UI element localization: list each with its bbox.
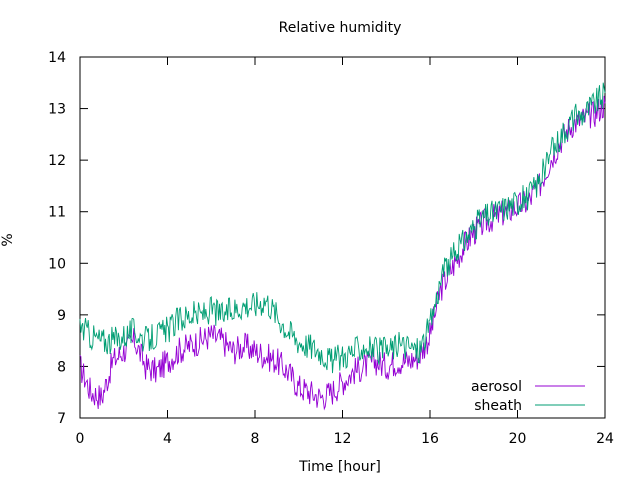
legend: aerosol sheath xyxy=(471,379,585,414)
x-tick-label: 20 xyxy=(509,431,527,447)
x-tick-label: 0 xyxy=(76,431,85,447)
x-tick-label: 8 xyxy=(251,431,260,447)
y-tick-label: 14 xyxy=(48,50,66,66)
x-axis-label: Time [hour] xyxy=(298,459,381,475)
chart-title: Relative humidity xyxy=(279,20,402,36)
x-tick-label: 12 xyxy=(334,431,352,447)
y-tick-label: 11 xyxy=(48,205,66,221)
y-tick-label: 10 xyxy=(48,256,66,272)
y-tick-label: 13 xyxy=(48,102,66,118)
y-tick-label: 12 xyxy=(48,153,66,169)
series-line-aerosol xyxy=(79,95,606,411)
x-tick-label: 16 xyxy=(421,431,439,447)
y-axis-label: % xyxy=(0,233,16,246)
x-tick-label: 4 xyxy=(163,431,172,447)
y-tick-label: 7 xyxy=(57,411,66,427)
y-tick-label: 9 xyxy=(57,308,66,324)
series-group xyxy=(79,82,606,411)
legend-label-aerosol: aerosol xyxy=(471,379,522,395)
tick-labels: 0 4 8 12 16 20 24 7 8 9 10 11 12 13 14 xyxy=(48,50,614,447)
legend-label-sheath: sheath xyxy=(474,398,522,414)
series-line-sheath xyxy=(79,82,606,374)
x-tick-label: 24 xyxy=(596,431,614,447)
y-tick-label: 8 xyxy=(57,359,66,375)
